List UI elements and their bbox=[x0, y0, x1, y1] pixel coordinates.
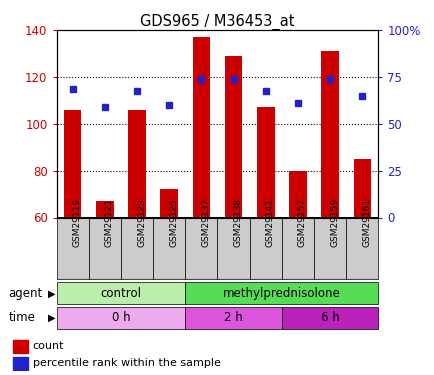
Bar bbox=[13, 357, 28, 370]
Text: GSM29159: GSM29159 bbox=[329, 198, 339, 247]
Text: ▶: ▶ bbox=[48, 313, 55, 323]
Bar bbox=[256, 107, 274, 218]
Bar bbox=[353, 159, 370, 218]
FancyBboxPatch shape bbox=[153, 217, 185, 279]
Text: GSM29141: GSM29141 bbox=[265, 198, 274, 247]
FancyBboxPatch shape bbox=[121, 217, 153, 279]
Text: GSM29121: GSM29121 bbox=[105, 198, 114, 247]
FancyBboxPatch shape bbox=[185, 217, 217, 279]
Bar bbox=[13, 340, 28, 352]
FancyBboxPatch shape bbox=[249, 217, 281, 279]
Text: GSM29123: GSM29123 bbox=[137, 198, 146, 247]
Bar bbox=[192, 37, 210, 218]
Bar bbox=[160, 189, 178, 217]
FancyBboxPatch shape bbox=[281, 307, 378, 329]
Bar bbox=[289, 171, 306, 217]
Bar bbox=[128, 110, 145, 218]
Text: GSM29125: GSM29125 bbox=[169, 198, 178, 247]
Text: 0 h: 0 h bbox=[112, 311, 130, 324]
Text: 6 h: 6 h bbox=[320, 311, 339, 324]
Text: control: control bbox=[100, 287, 141, 300]
Text: GSM29119: GSM29119 bbox=[72, 198, 82, 247]
FancyBboxPatch shape bbox=[89, 217, 121, 279]
Bar bbox=[224, 56, 242, 217]
FancyBboxPatch shape bbox=[56, 217, 89, 279]
Bar bbox=[321, 51, 338, 217]
FancyBboxPatch shape bbox=[345, 217, 378, 279]
Text: GSM29137: GSM29137 bbox=[201, 198, 210, 247]
Text: GSM29157: GSM29157 bbox=[297, 198, 306, 247]
FancyBboxPatch shape bbox=[56, 307, 185, 329]
FancyBboxPatch shape bbox=[313, 217, 345, 279]
FancyBboxPatch shape bbox=[217, 217, 249, 279]
Text: GSM29161: GSM29161 bbox=[362, 198, 371, 247]
FancyBboxPatch shape bbox=[56, 282, 185, 304]
Text: ▶: ▶ bbox=[48, 288, 55, 298]
Text: time: time bbox=[9, 311, 36, 324]
Bar bbox=[96, 201, 113, 217]
Text: 2 h: 2 h bbox=[224, 311, 243, 324]
Text: methylprednisolone: methylprednisolone bbox=[223, 287, 340, 300]
FancyBboxPatch shape bbox=[281, 217, 313, 279]
Bar bbox=[64, 110, 81, 218]
Text: GSM29138: GSM29138 bbox=[233, 198, 242, 247]
FancyBboxPatch shape bbox=[185, 282, 378, 304]
Text: percentile rank within the sample: percentile rank within the sample bbox=[33, 358, 220, 368]
Text: count: count bbox=[33, 341, 64, 351]
FancyBboxPatch shape bbox=[185, 307, 281, 329]
Text: agent: agent bbox=[9, 287, 43, 300]
Title: GDS965 / M36453_at: GDS965 / M36453_at bbox=[140, 14, 294, 30]
